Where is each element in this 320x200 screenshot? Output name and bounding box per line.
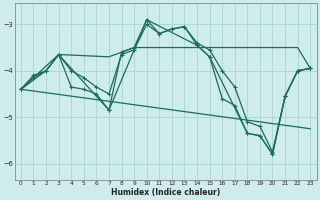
X-axis label: Humidex (Indice chaleur): Humidex (Indice chaleur) — [111, 188, 220, 197]
